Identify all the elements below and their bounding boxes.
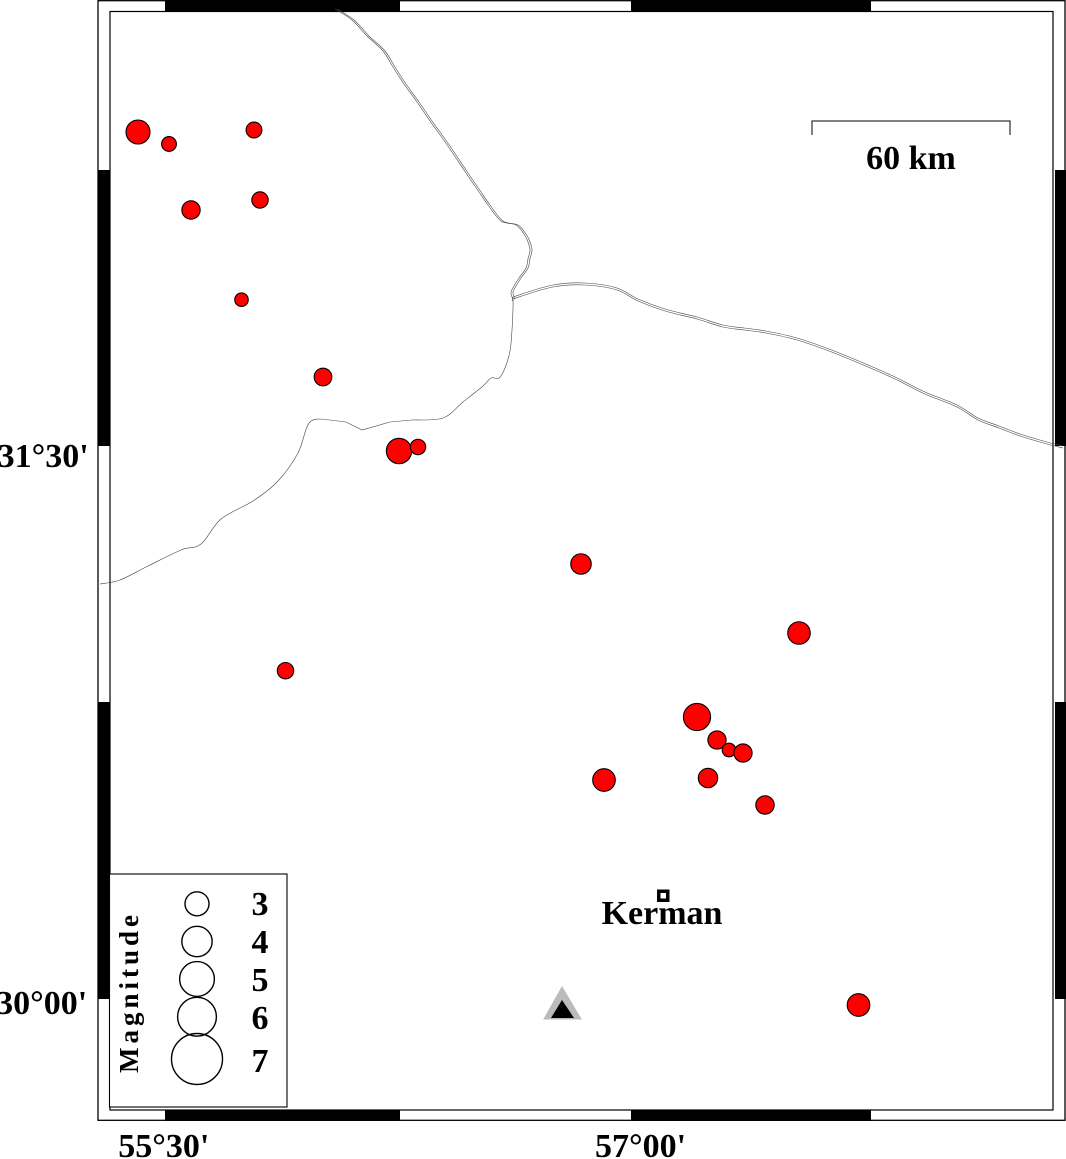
svg-text:4: 4 <box>252 924 269 961</box>
svg-text:60 km: 60 km <box>866 140 956 177</box>
svg-text:Kerman: Kerman <box>602 895 723 932</box>
svg-text:5: 5 <box>252 962 269 999</box>
svg-text:7: 7 <box>252 1043 269 1080</box>
svg-text:3: 3 <box>252 886 269 923</box>
svg-text:6: 6 <box>252 1000 269 1037</box>
svg-text:31°30': 31°30' <box>0 438 89 475</box>
svg-text:57°00': 57°00' <box>595 1128 686 1159</box>
svg-text:55°30': 55°30' <box>118 1128 209 1159</box>
svg-text:30°00': 30°00' <box>0 985 87 1022</box>
svg-text:Magnitude: Magnitude <box>114 911 144 1073</box>
